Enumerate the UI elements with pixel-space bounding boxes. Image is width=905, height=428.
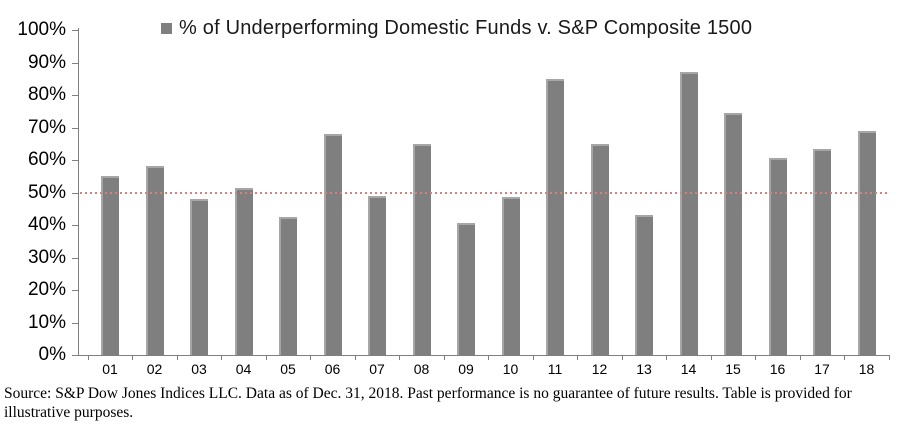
bar <box>234 188 253 355</box>
x-axis-line <box>78 355 889 356</box>
x-axis-label: 04 <box>235 361 252 377</box>
x-tick <box>443 355 445 360</box>
x-axis-label: 11 <box>547 361 563 377</box>
y-tick-label: 50% <box>27 181 66 203</box>
x-axis-label: 16 <box>769 361 786 377</box>
bar <box>679 72 698 355</box>
x-tick <box>888 355 890 360</box>
x-tick <box>176 355 178 360</box>
bar <box>323 134 342 355</box>
bar <box>590 144 609 355</box>
source-note-line1: Source: S&P Dow Jones Indices LLC. Data … <box>4 385 852 402</box>
y-tick <box>72 160 78 161</box>
x-tick <box>621 355 623 360</box>
y-tick-label: 30% <box>27 246 66 268</box>
bar <box>501 197 520 355</box>
x-tick <box>577 355 579 360</box>
y-tick <box>72 322 78 324</box>
y-tick <box>72 127 78 129</box>
x-tick <box>844 355 846 360</box>
y-tick-label: 60% <box>27 149 66 170</box>
y-tick-label: 80% <box>27 84 66 105</box>
y-tick <box>72 355 78 356</box>
y-tick-label: 70% <box>27 116 66 138</box>
reference-line <box>80 191 887 194</box>
y-tick <box>72 257 78 259</box>
bar <box>101 176 119 355</box>
x-axis-label: 13 <box>636 361 652 377</box>
x-tick <box>799 355 801 360</box>
y-tick-label: 40% <box>27 214 66 235</box>
x-axis-label: 12 <box>591 361 608 377</box>
x-tick <box>87 355 89 360</box>
x-tick <box>265 355 267 360</box>
x-tick <box>132 355 134 360</box>
x-axis-label: 07 <box>369 361 385 377</box>
source-note-line2: illustrative purposes. <box>4 404 134 421</box>
bar <box>813 149 831 355</box>
x-tick <box>710 355 712 360</box>
x-tick <box>221 355 223 360</box>
x-axis-label: 18 <box>858 361 875 377</box>
y-tick <box>72 30 78 31</box>
y-tick-label: 20% <box>27 279 66 300</box>
bar <box>190 199 208 355</box>
y-tick-label: 90% <box>27 51 66 73</box>
x-axis-label: 06 <box>324 361 341 377</box>
x-tick <box>488 355 490 360</box>
x-axis-label: 15 <box>725 361 741 377</box>
y-tick <box>72 62 78 64</box>
chart-legend: % of Underperforming Domestic Funds v. S… <box>161 17 752 40</box>
y-axis-line <box>78 28 79 356</box>
source-note: Source: S&P Dow Jones Indices LLC. Data … <box>4 384 852 422</box>
y-tick-label: 100% <box>17 19 66 40</box>
x-axis-label: 02 <box>146 361 163 377</box>
bar <box>768 158 787 355</box>
x-tick <box>354 355 356 360</box>
y-tick <box>72 225 78 226</box>
y-tick <box>72 95 78 96</box>
x-tick <box>755 355 757 360</box>
x-axis-label: 14 <box>680 361 697 377</box>
bar <box>635 215 653 355</box>
bar <box>368 196 386 355</box>
bar <box>857 131 876 355</box>
y-tick <box>72 192 78 194</box>
bar <box>457 223 475 355</box>
bar <box>412 144 431 355</box>
x-axis-label: 08 <box>413 361 430 377</box>
x-axis-label: 17 <box>814 361 830 377</box>
x-tick <box>310 355 312 360</box>
legend-label: % of Underperforming Domestic Funds v. S… <box>179 17 753 39</box>
x-axis-label: 10 <box>502 361 519 377</box>
x-axis-label: 05 <box>280 361 296 377</box>
x-tick <box>532 355 534 360</box>
x-axis-label: 01 <box>102 361 118 377</box>
y-tick-label: 10% <box>27 311 66 333</box>
x-axis-label: 03 <box>191 361 207 377</box>
legend-swatch-icon <box>161 23 172 34</box>
x-tick <box>666 355 668 360</box>
x-axis-label: 09 <box>458 361 474 377</box>
bar <box>279 217 297 355</box>
bar <box>145 166 164 355</box>
x-tick <box>399 355 401 360</box>
bar <box>546 79 564 355</box>
y-tick <box>72 290 78 291</box>
bar <box>724 113 742 355</box>
y-tick-label: 0% <box>38 344 66 365</box>
